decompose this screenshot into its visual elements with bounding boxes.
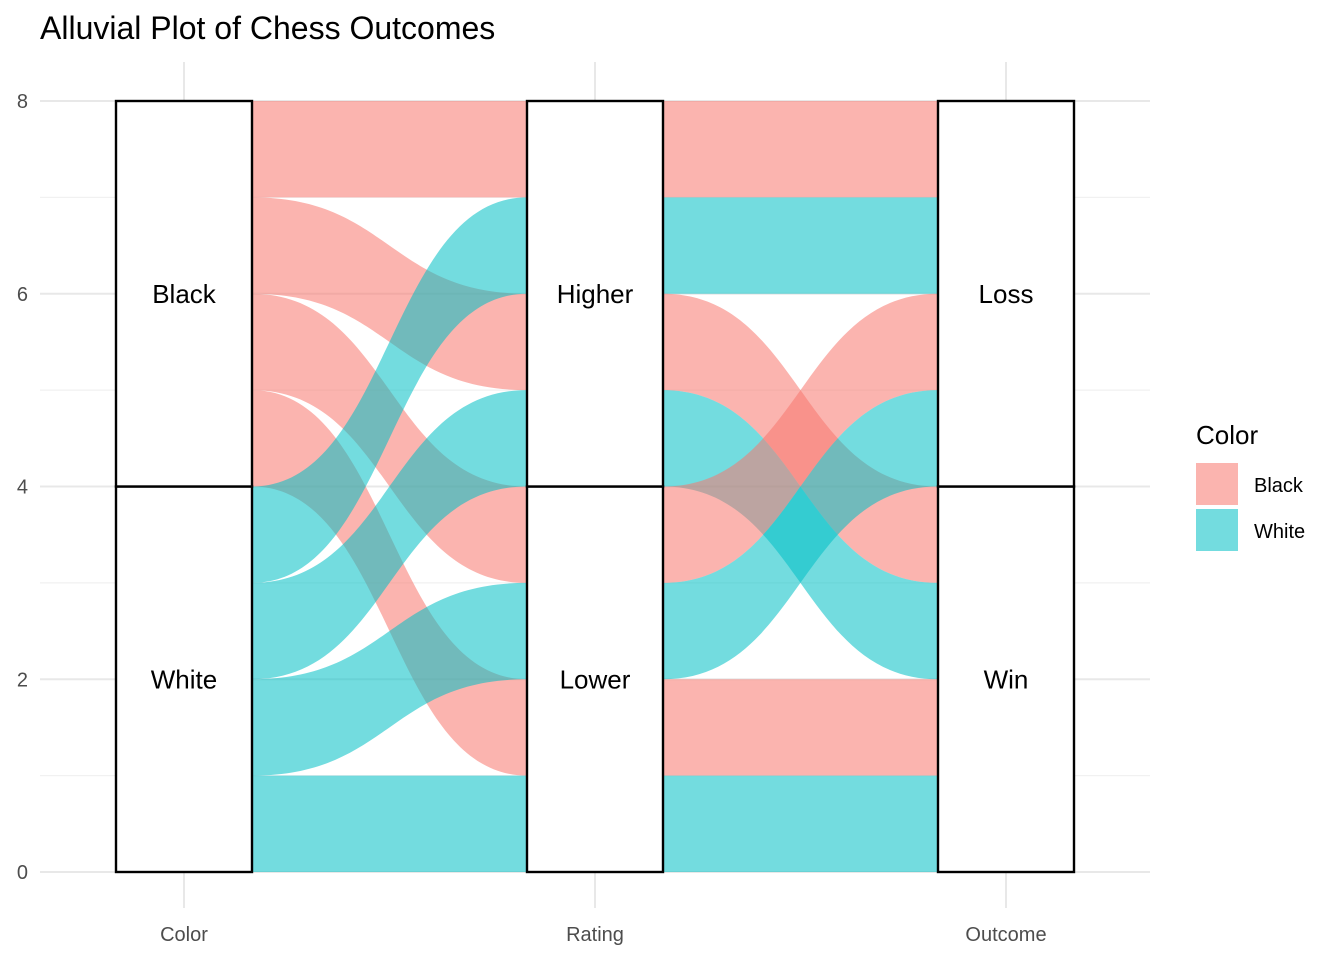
y-tick-label: 4 [17,477,28,499]
flow-ribbon-white [252,390,527,680]
stratum-label-white: White [151,664,217,694]
flow-ribbon-black [663,293,938,583]
stratum-white [114,485,254,874]
y-tick-label: 2 [17,669,28,691]
x-tick-label-rating: Rating [566,924,624,946]
axis-labels: 0 2 4 6 8 Color Rating Outcome [17,91,1047,946]
stratum-label-black: Black [152,279,217,309]
legend: Color Black White [1196,420,1305,551]
y-tick-label: 6 [17,284,28,306]
legend-label-white: White [1254,521,1305,543]
legend-key-black [1196,463,1238,505]
y-tick-label: 8 [17,91,28,113]
flow-ribbon-black [663,101,938,198]
stratum-label-loss: Loss [979,279,1034,309]
flow-ribbon-black [252,197,527,391]
strata: White Black Lower Higher Win Loss [114,99,1076,874]
stratum-label-lower: Lower [560,664,631,694]
flow-ribbon-white [663,775,938,872]
flow-ribbon-white [252,775,527,872]
x-tick-label-outcome: Outcome [965,924,1046,946]
flow-ribbons [252,101,938,872]
chart-title: Alluvial Plot of Chess Outcomes [40,10,495,46]
x-tick-label-color: Color [160,924,208,946]
flow-ribbon-black [252,101,527,198]
stratum-higher [525,99,665,488]
legend-label-black: Black [1254,475,1304,497]
legend-key-white [1196,509,1238,551]
flow-ribbon-white [663,197,938,294]
legend-title: Color [1196,420,1258,450]
flow-ribbon-white [663,390,938,680]
stratum-black [114,99,254,488]
flow-ribbon-black [663,679,938,776]
stratum-label-win: Win [984,664,1029,694]
y-tick-label: 0 [17,862,28,884]
stratum-label-higher: Higher [557,279,634,309]
flow-ribbon-white [252,197,527,583]
stratum-win [936,485,1076,874]
flow-ribbon-white [252,582,527,776]
stratum-loss [936,99,1076,488]
